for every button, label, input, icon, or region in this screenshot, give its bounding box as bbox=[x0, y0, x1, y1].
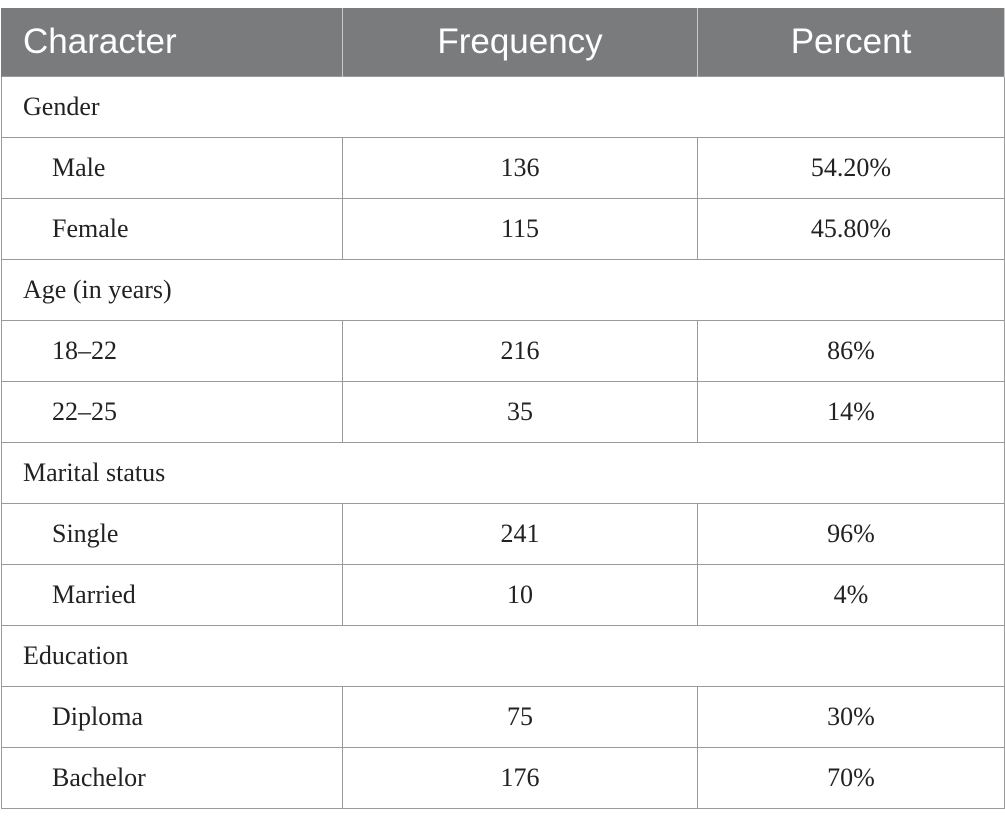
row-frequency: 241 bbox=[342, 503, 698, 565]
header-percent: Percent bbox=[697, 8, 1005, 77]
row-frequency: 75 bbox=[342, 686, 698, 748]
row-frequency: 35 bbox=[342, 381, 698, 443]
row-percent: 4% bbox=[697, 564, 1005, 626]
row-percent: 14% bbox=[697, 381, 1005, 443]
row-label: Married bbox=[1, 564, 343, 626]
table-row: Married 10 4% bbox=[1, 564, 1005, 626]
table-body: Gender Male 136 54.20% Female 115 45.80%… bbox=[1, 76, 1005, 809]
table-row: 18–22 216 86% bbox=[1, 320, 1005, 382]
row-label: Diploma bbox=[1, 686, 343, 748]
table-row: 22–25 35 14% bbox=[1, 381, 1005, 443]
row-label: Single bbox=[1, 503, 343, 565]
group-row-age: Age (in years) bbox=[1, 259, 1005, 321]
demographics-table-container: Character Frequency Percent Gender Male … bbox=[1, 8, 1005, 809]
row-percent: 96% bbox=[697, 503, 1005, 565]
group-row-education: Education bbox=[1, 625, 1005, 687]
demographics-table: Character Frequency Percent Gender Male … bbox=[1, 8, 1005, 809]
row-label: Female bbox=[1, 198, 343, 260]
table-header: Character Frequency Percent bbox=[1, 8, 1005, 77]
row-frequency: 176 bbox=[342, 747, 698, 809]
row-label: Male bbox=[1, 137, 343, 199]
header-row: Character Frequency Percent bbox=[1, 8, 1005, 77]
table-row: Diploma 75 30% bbox=[1, 686, 1005, 748]
group-label-marital-status: Marital status bbox=[1, 442, 1005, 504]
table-row: Male 136 54.20% bbox=[1, 137, 1005, 199]
row-frequency: 10 bbox=[342, 564, 698, 626]
header-frequency: Frequency bbox=[342, 8, 698, 77]
row-frequency: 115 bbox=[342, 198, 698, 260]
group-label-education: Education bbox=[1, 625, 1005, 687]
row-label: 18–22 bbox=[1, 320, 343, 382]
row-percent: 86% bbox=[697, 320, 1005, 382]
row-percent: 54.20% bbox=[697, 137, 1005, 199]
group-label-age: Age (in years) bbox=[1, 259, 1005, 321]
row-percent: 70% bbox=[697, 747, 1005, 809]
row-percent: 45.80% bbox=[697, 198, 1005, 260]
group-row-marital-status: Marital status bbox=[1, 442, 1005, 504]
row-label: 22–25 bbox=[1, 381, 343, 443]
row-label: Bachelor bbox=[1, 747, 343, 809]
row-frequency: 216 bbox=[342, 320, 698, 382]
row-frequency: 136 bbox=[342, 137, 698, 199]
group-row-gender: Gender bbox=[1, 76, 1005, 138]
table-row: Bachelor 176 70% bbox=[1, 747, 1005, 809]
table-row: Female 115 45.80% bbox=[1, 198, 1005, 260]
table-row: Single 241 96% bbox=[1, 503, 1005, 565]
header-character: Character bbox=[1, 8, 343, 77]
group-label-gender: Gender bbox=[1, 76, 1005, 138]
row-percent: 30% bbox=[697, 686, 1005, 748]
